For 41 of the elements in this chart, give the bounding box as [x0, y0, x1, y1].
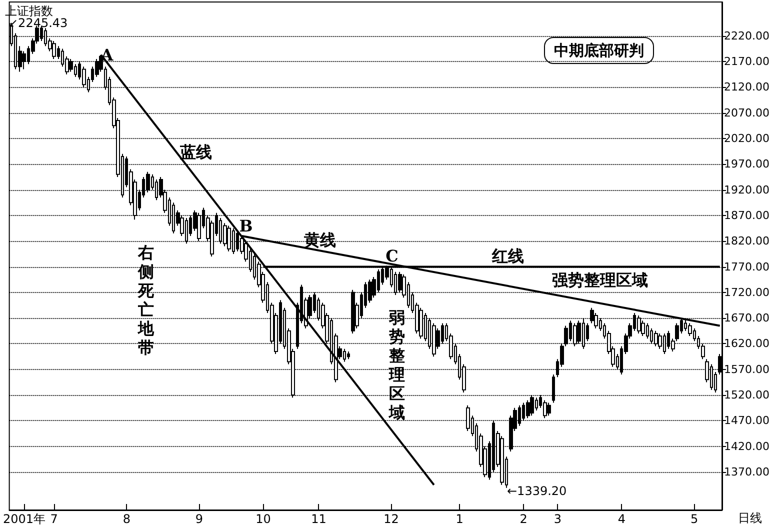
y-tick-label: 2220.00	[724, 29, 770, 42]
x-tick-label: 2	[520, 512, 528, 526]
y-tick-label: 1670.00	[724, 312, 770, 325]
y-tick-label: 1570.00	[724, 362, 770, 376]
y-tick-label: 1620.00	[724, 337, 770, 350]
x-tick-label: 2001年	[2, 512, 46, 526]
annotation: C	[386, 246, 398, 266]
annotation: 红线	[491, 246, 524, 266]
y-tick-label: 2170.00	[724, 55, 770, 68]
x-tick-label: 12	[384, 512, 399, 526]
x-tick-label: 7	[50, 512, 58, 526]
y-tick-label: 1720.00	[724, 286, 770, 299]
text: 日线	[738, 511, 762, 525]
y-tick-label: 1870.00	[724, 208, 770, 222]
y-tick-label: 1520.00	[724, 388, 770, 402]
x-tick-label: 3	[554, 512, 562, 526]
y-tick-label: 1820.00	[724, 234, 770, 248]
x-tick-label: 1	[456, 512, 464, 526]
annotation: 弱势整理区域	[388, 308, 405, 422]
y-tick-label: 2120.00	[724, 80, 770, 94]
y-tick-label: 1770.00	[724, 260, 770, 274]
annotation: ←1339.20	[507, 484, 567, 498]
x-tick-label: 10	[256, 512, 271, 526]
y-tick-label: 1970.00	[724, 158, 770, 171]
y-tick-label: 1470.00	[724, 414, 770, 428]
x-tick-label: 9	[195, 512, 204, 526]
annotation: 强势整理区域	[552, 270, 648, 290]
x-tick-label: 11	[311, 512, 326, 526]
x-tick-label: 4	[618, 512, 626, 526]
x-tick-label: 8	[122, 512, 130, 526]
annotation: 右侧死亡地带	[137, 243, 155, 357]
y-tick-label: 1420.00	[724, 440, 770, 453]
y-tick-label: 1920.00	[724, 183, 770, 196]
annotation: 蓝线	[179, 142, 212, 162]
annotation: 黄线	[303, 230, 336, 250]
y-tick-label: 1370.00	[724, 466, 770, 479]
text: 中期底部研判	[554, 42, 644, 60]
y-tick-label: 2020.00	[724, 132, 770, 145]
x-tick-label: 5	[690, 512, 698, 526]
annotation: B	[239, 216, 253, 236]
y-tick-label: 2070.00	[724, 106, 770, 120]
